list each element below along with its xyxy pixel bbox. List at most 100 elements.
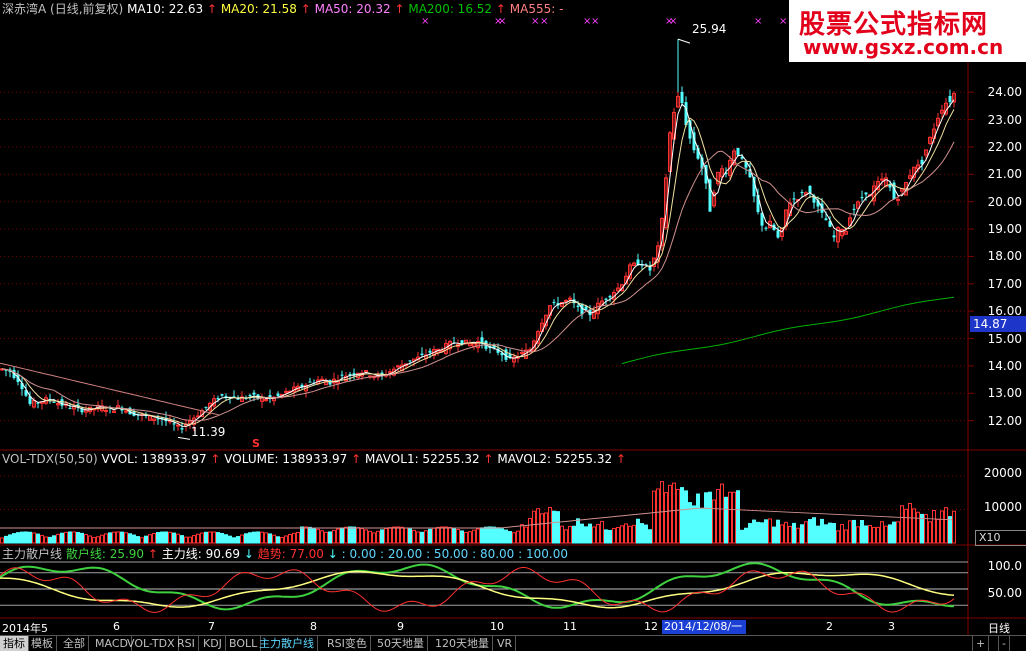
volume-bar (264, 532, 268, 544)
volume-bar (892, 521, 896, 544)
tab-120-day-low[interactable]: 120天地量 (432, 636, 493, 651)
candle-body-down (580, 303, 584, 315)
volume-bar (260, 531, 264, 544)
candle-body-up (560, 301, 564, 307)
volume-bar (272, 534, 276, 544)
tab-main-retail-line[interactable]: 主力散户线 (256, 636, 318, 651)
candle-body-up (928, 136, 932, 144)
candle-body-up (836, 227, 840, 243)
volume-bar (480, 527, 484, 544)
volume-bar (100, 534, 104, 544)
candle-body-down (232, 396, 236, 398)
volume-bar (688, 502, 692, 544)
tab-vol-tdx[interactable]: VOL-TDX (124, 636, 179, 651)
volume-bar (248, 532, 252, 544)
volume-bar (92, 537, 96, 544)
ma200-line (621, 296, 955, 365)
volume-bar (600, 520, 604, 544)
volume-bar (208, 531, 212, 544)
volume-multiplier: X10 (975, 530, 1026, 546)
vvol-arrow: ↑ (210, 452, 221, 466)
candle-body-down (300, 384, 304, 388)
candle-body-up (840, 228, 844, 237)
tab-boll[interactable]: BOLL (226, 636, 262, 651)
volume-bar (120, 531, 124, 544)
tab-all[interactable]: 全部 (60, 636, 89, 651)
volume-bar (780, 524, 784, 544)
volume-bar (724, 496, 728, 544)
tab-macd[interactable]: MACD (92, 636, 132, 651)
trend-line (0, 567, 955, 613)
tab-50-day-low[interactable]: 50天地量 (374, 636, 428, 651)
candle-body-up (668, 132, 672, 172)
volume-bar (464, 532, 468, 544)
volume-bar (48, 536, 52, 544)
candle-body-up (396, 365, 400, 368)
candle-body-down (136, 413, 140, 416)
time-label-nov: 11 (563, 620, 577, 633)
volume-bar (616, 527, 620, 544)
candle-body-down (832, 235, 836, 238)
volume-bar (144, 535, 148, 544)
volume-bar (432, 527, 436, 544)
candle-body-down (576, 305, 580, 307)
candle-body-down (588, 309, 592, 316)
volume-bar (592, 526, 596, 544)
volume-bar (300, 526, 304, 544)
time-label-feb: 2 (826, 620, 833, 633)
volume-bar (900, 505, 904, 544)
volume-bar (316, 528, 320, 544)
candle-body-up (448, 341, 452, 350)
candle-body-up (264, 399, 268, 402)
tab-kdj[interactable]: KDJ (200, 636, 226, 651)
tab-template[interactable]: 模板 (28, 636, 57, 651)
candle-body-up (940, 109, 944, 114)
candle-body-down (204, 406, 208, 408)
volume-bar (108, 532, 112, 544)
volume-bar (220, 532, 224, 544)
volume-bar (280, 537, 284, 544)
candle-body-down (688, 120, 692, 139)
volume-bar (920, 513, 924, 544)
volume-header: VOL-TDX(50,50) VVOL: 138933.97 ↑ VOLUME:… (2, 452, 626, 466)
volume-bar (28, 531, 32, 544)
price-tick-label: 12.00 (987, 413, 1022, 428)
candle-body-up (924, 149, 928, 156)
tab-indicator[interactable]: 指标 (0, 636, 29, 651)
volume-bar (880, 521, 884, 544)
time-label-may: 2014年5 (2, 622, 48, 635)
zoom-out-button[interactable]: - (998, 636, 1010, 651)
candle-body-up (856, 201, 860, 209)
volume-bar (684, 490, 688, 544)
candle-body-down (584, 306, 588, 311)
volume-bar (236, 536, 240, 544)
candle-body-up (908, 175, 912, 179)
volume-bar (520, 524, 524, 544)
volume-bar (216, 532, 220, 544)
period-label: 日线 (988, 622, 1010, 635)
candle-body-down (776, 230, 780, 238)
low-pointer (177, 436, 191, 440)
candle-body-up (592, 310, 596, 319)
candle-body-up (468, 343, 472, 347)
volume-bar (784, 521, 788, 544)
candle-body-up (720, 168, 724, 178)
tab-rsi-color[interactable]: RSI变色 (324, 636, 371, 651)
ma200-value: MA200: 16.52 (408, 2, 493, 16)
volume-bar (552, 510, 556, 544)
volume-bar (716, 488, 720, 544)
volume-bar (36, 533, 40, 544)
volume-bar (420, 531, 424, 544)
tab-rsi[interactable]: RSI (174, 636, 199, 651)
volume-bar (580, 523, 584, 544)
volume-bar (532, 510, 536, 544)
price-tick-label: 16.00 (987, 304, 1022, 319)
signal-x-marker: × (531, 16, 539, 27)
time-label-jun: 6 (113, 620, 120, 633)
zoom-in-button[interactable]: + (972, 636, 990, 651)
volume-bar (224, 534, 228, 544)
tab-vr[interactable]: VR (494, 636, 517, 651)
volume-bar (52, 535, 56, 544)
